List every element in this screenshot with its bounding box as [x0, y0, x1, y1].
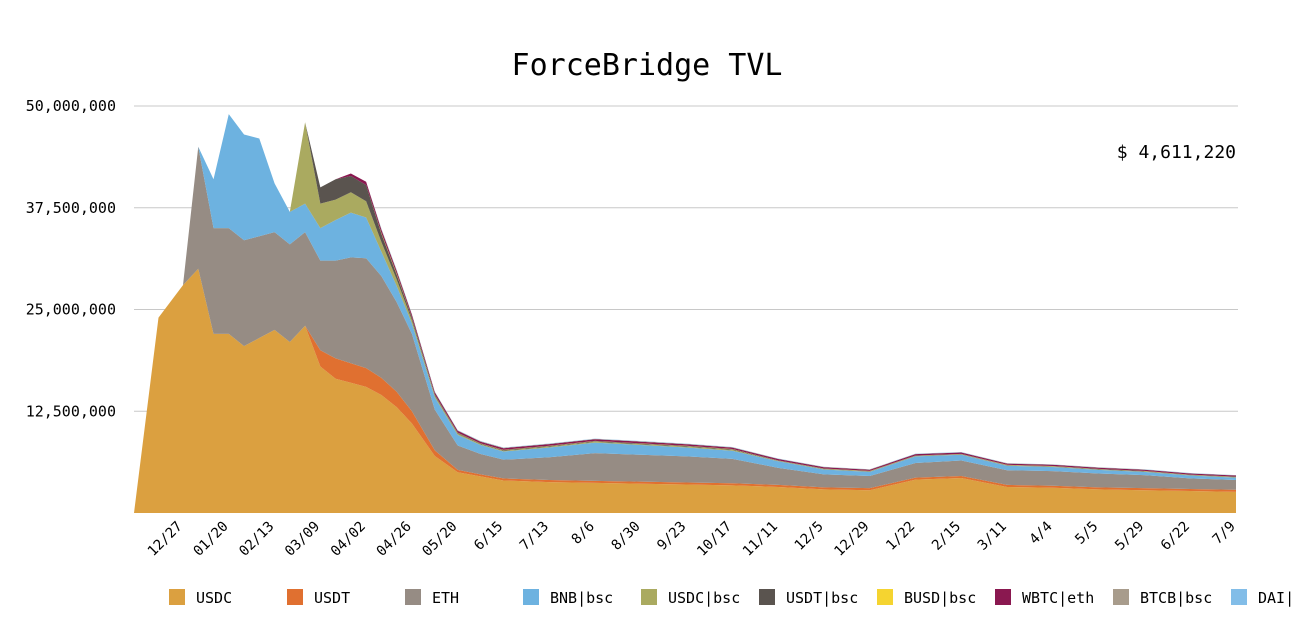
legend-label: ETH: [432, 589, 459, 607]
legend-label: BNB|bsc: [550, 589, 613, 607]
x-tick-label: 9/23: [654, 519, 689, 554]
legend-swatch: [1113, 589, 1129, 605]
x-tick-label: 12/5: [792, 519, 827, 554]
legend-label: WBTC|eth: [1022, 589, 1094, 607]
x-tick-label: 12/29: [831, 519, 872, 560]
x-tick-label: 03/09: [282, 519, 323, 560]
legend-swatch: [877, 589, 893, 605]
legend-swatch: [523, 589, 539, 605]
area-eth: [134, 146, 1236, 513]
x-tick-label: 7/13: [517, 519, 552, 554]
x-tick-label: 1/22: [883, 519, 918, 554]
y-tick-label: 50,000,000: [26, 97, 116, 115]
x-tick-label: 11/11: [740, 519, 781, 560]
area-bnb-bsc: [134, 114, 1236, 513]
legend-swatch: [641, 589, 657, 605]
x-tick-label: 12/27: [145, 519, 186, 560]
x-tick-label: 3/11: [975, 519, 1010, 554]
legend-swatch: [169, 589, 185, 605]
legend-label: USDC: [196, 589, 232, 607]
y-tick-label: 12,500,000: [26, 402, 116, 420]
x-tick-label: 02/13: [236, 519, 277, 560]
x-tick-label: 04/02: [328, 519, 369, 560]
area-usdt: [134, 268, 1236, 513]
legend-swatch: [287, 589, 303, 605]
legend-label: USDT|bsc: [786, 589, 858, 607]
x-tick-label: 01/20: [190, 519, 231, 560]
legend-label: BTCB|bsc: [1140, 589, 1212, 607]
x-tick-label: 05/20: [419, 519, 460, 560]
legend-label: USDC|bsc: [668, 589, 740, 607]
x-tick-label: 04/26: [374, 519, 415, 560]
y-tick-label: 25,000,000: [26, 301, 116, 319]
x-tick-label: 6/15: [471, 519, 506, 554]
x-tick-label: 2/15: [929, 519, 964, 554]
area-usdc: [134, 268, 1236, 513]
x-tick-label: 8/30: [608, 519, 643, 554]
x-tick-label: 7/9: [1210, 519, 1239, 548]
legend-label: DAI|eth: [1258, 589, 1294, 607]
x-tick-label: 5/5: [1072, 519, 1101, 548]
x-tick-label: 10/17: [694, 519, 735, 560]
legend-label: BUSD|bsc: [904, 589, 976, 607]
x-tick-label: 6/22: [1158, 519, 1193, 554]
current-tvl-value: $ 4,611,220: [1116, 142, 1236, 163]
legend-swatch: [759, 589, 775, 605]
chart-title: ForceBridge TVL: [511, 48, 783, 83]
legend-swatch: [405, 589, 421, 605]
y-tick-label: 37,500,000: [26, 199, 116, 217]
legend-label: USDT: [314, 589, 350, 607]
x-tick-label: 4/4: [1026, 519, 1055, 548]
legend-swatch: [1231, 589, 1247, 605]
legend-swatch: [995, 589, 1011, 605]
x-tick-label: 8/6: [569, 519, 598, 548]
x-tick-label: 5/29: [1112, 519, 1147, 554]
